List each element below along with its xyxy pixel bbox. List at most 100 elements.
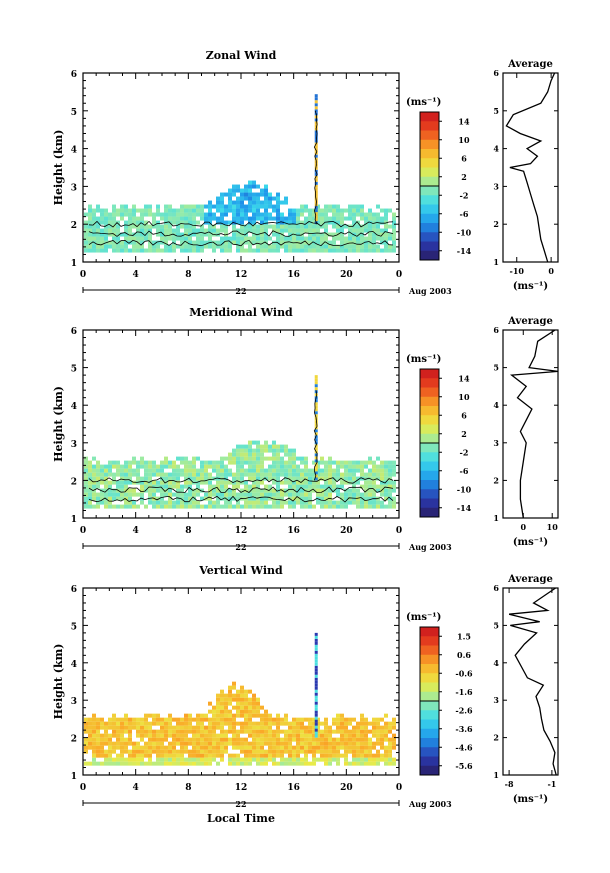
heatmap-cell xyxy=(132,741,136,746)
heatmap-cell xyxy=(184,480,188,485)
heatmap-cell xyxy=(348,729,352,734)
heatmap-cell xyxy=(212,709,216,714)
heatmap-cell xyxy=(284,749,288,754)
heatmap-cell xyxy=(240,729,244,734)
heatmap-cell xyxy=(308,745,312,750)
heatmap-cell xyxy=(220,749,224,754)
heatmap-cell xyxy=(168,500,172,505)
heatmap-cell xyxy=(160,749,164,754)
heatmap-cell xyxy=(224,709,228,714)
heatmap-cell xyxy=(364,504,368,509)
heatmap-cell xyxy=(176,717,180,722)
heatmap-cell xyxy=(200,729,204,734)
heatmap-cell xyxy=(184,204,188,209)
heatmap-cell xyxy=(320,476,324,481)
heatmap-cell xyxy=(236,236,240,241)
heatmap-cell xyxy=(356,745,360,750)
heatmap-cell xyxy=(236,212,240,217)
heatmap-cell xyxy=(176,496,180,501)
heatmap-cell xyxy=(244,452,248,457)
heatmap-cell xyxy=(344,472,348,477)
heatmap-cell xyxy=(204,749,208,754)
heatmap-cell xyxy=(314,683,318,687)
heatmap-cell xyxy=(260,761,264,766)
heatmap-cell xyxy=(356,492,360,497)
heatmap-cell xyxy=(140,733,144,738)
heatmap-cell xyxy=(144,208,148,213)
heatmap-cell xyxy=(204,713,208,718)
heatmap-cell xyxy=(344,236,348,241)
heatmap-cell xyxy=(336,725,340,730)
heatmap-cell xyxy=(372,745,376,750)
heatmap-cell xyxy=(184,717,188,722)
heatmap-cell xyxy=(344,216,348,221)
heatmap-cell xyxy=(372,232,376,237)
heatmap-cell xyxy=(196,244,200,249)
heatmap-cell xyxy=(148,737,152,742)
y-tick-label: 3 xyxy=(71,183,77,193)
heatmap-cell xyxy=(248,220,252,225)
colorbar-tick-label: -10 xyxy=(457,227,472,237)
heatmap-cell xyxy=(314,157,318,161)
heatmap-cell xyxy=(212,500,216,505)
heatmap-cell xyxy=(292,488,296,493)
heatmap-cell xyxy=(160,757,164,762)
average-y-tick-label: 4 xyxy=(493,658,499,668)
heatmap-cell xyxy=(336,492,340,497)
heatmap-cell xyxy=(220,224,224,229)
heatmap-cell xyxy=(384,212,388,217)
heatmap-cell xyxy=(336,721,340,726)
heatmap-cell xyxy=(232,721,236,726)
heatmap-cell xyxy=(232,685,236,690)
heatmap-cell xyxy=(248,761,252,766)
heatmap-cell xyxy=(220,216,224,221)
heatmap-cell xyxy=(292,484,296,489)
heatmap-cell xyxy=(164,761,168,766)
heatmap-cell xyxy=(164,204,168,209)
heatmap-cell xyxy=(388,232,392,237)
heatmap-cell xyxy=(248,753,252,758)
heatmap-cell xyxy=(356,476,360,481)
heatmap-cell xyxy=(356,240,360,245)
heatmap-cell xyxy=(356,204,360,209)
heatmap-cell xyxy=(352,496,356,501)
heatmap-cell xyxy=(372,244,376,249)
heatmap-cell xyxy=(92,761,96,766)
heatmap-cell xyxy=(252,236,256,241)
heatmap-cell xyxy=(388,480,392,485)
heatmap-cell xyxy=(84,761,88,766)
heatmap-cell xyxy=(132,717,136,722)
heatmap-cell xyxy=(312,488,316,493)
heatmap-cell xyxy=(152,729,156,734)
heatmap-cell xyxy=(376,456,380,461)
heatmap-cell xyxy=(272,717,276,722)
heatmap-cell xyxy=(228,220,232,225)
heatmap-cell xyxy=(224,741,228,746)
heatmap-cell xyxy=(164,745,168,750)
heatmap-cell xyxy=(152,240,156,245)
heatmap-cell xyxy=(284,729,288,734)
heatmap-cell xyxy=(376,232,380,237)
y-tick-label: 5 xyxy=(71,108,77,118)
heatmap-cell xyxy=(144,721,148,726)
heatmap-cell xyxy=(268,733,272,738)
heatmap-cell xyxy=(184,721,188,726)
heatmap-cell xyxy=(356,468,360,473)
heatmap-cell xyxy=(208,208,212,213)
heatmap-cell xyxy=(224,733,228,738)
heatmap-cell xyxy=(392,216,396,221)
heatmap-cell xyxy=(280,240,284,245)
heatmap-cell xyxy=(256,488,260,493)
heatmap-cell xyxy=(314,659,318,663)
heatmap-cell xyxy=(96,224,100,229)
heatmap-cell xyxy=(204,220,208,225)
heatmap-cell xyxy=(368,460,372,465)
heatmap-cell xyxy=(308,721,312,726)
heatmap-cell xyxy=(108,753,112,758)
heatmap-cell xyxy=(368,212,372,217)
heatmap-cell xyxy=(320,472,324,477)
heatmap-cell xyxy=(140,717,144,722)
heatmap-cell xyxy=(104,492,108,497)
x-tick-label: 16 xyxy=(287,783,300,793)
heatmap-cell xyxy=(288,460,292,465)
